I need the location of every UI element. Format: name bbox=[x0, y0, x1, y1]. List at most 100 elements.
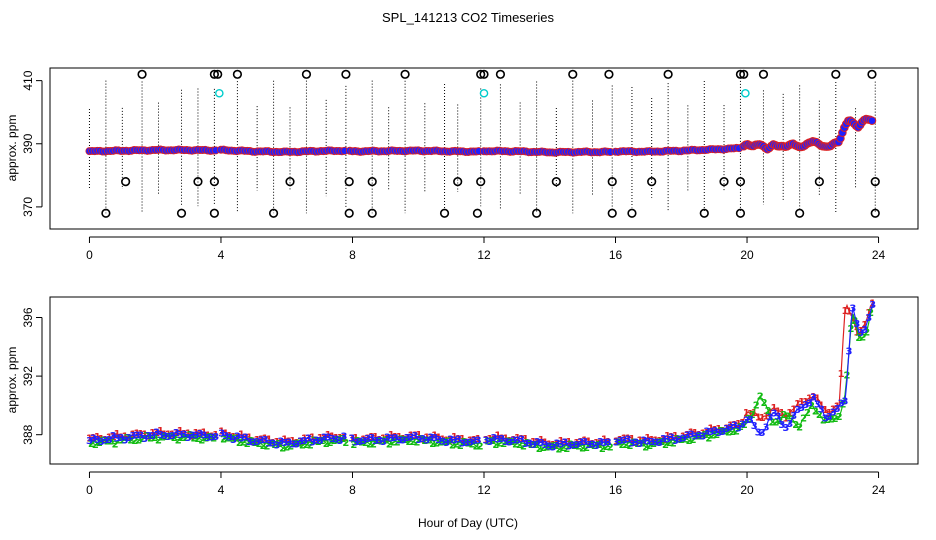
series-3-label: 3 bbox=[636, 439, 643, 450]
top-x-tick-label: 24 bbox=[872, 248, 886, 262]
series-2-label: 2 bbox=[769, 417, 776, 428]
series-3-label: 3 bbox=[400, 436, 407, 447]
series-1-label: 1 bbox=[451, 432, 458, 443]
top-y-axis: 370 390 410 bbox=[21, 70, 43, 217]
series-3-label: 3 bbox=[569, 440, 576, 451]
series-2-label: 2 bbox=[698, 431, 705, 442]
series-3-label: 3 bbox=[352, 438, 359, 449]
series-3-label: 3 bbox=[133, 431, 140, 442]
series-3-label: 3 bbox=[301, 436, 308, 447]
series-2-label: 2 bbox=[275, 439, 282, 450]
series-3-label: 3 bbox=[153, 427, 160, 438]
series-3-label: 3 bbox=[238, 433, 245, 444]
series-2-label: 2 bbox=[544, 442, 551, 453]
series-1-label: 1 bbox=[660, 435, 667, 446]
series-1-label: 1 bbox=[494, 431, 501, 442]
series-2-label: 2 bbox=[690, 435, 697, 446]
series-1-label: 1 bbox=[141, 430, 148, 441]
series-2-label: 2 bbox=[232, 433, 239, 444]
bottom-panel: 1111111111111111111111111111111111111111… bbox=[5, 296, 919, 497]
series-1-label: 1 bbox=[502, 433, 509, 444]
outlier-marker-mid bbox=[453, 177, 463, 187]
series-2-label: 2 bbox=[202, 434, 209, 445]
series-2-label: 2 bbox=[413, 438, 420, 449]
series-3-label: 3 bbox=[617, 436, 624, 447]
series-3-label: 3 bbox=[121, 435, 128, 446]
series-3-label: 3 bbox=[554, 439, 561, 450]
series-3-label: 3 bbox=[869, 300, 876, 311]
outlier-marker-low bbox=[439, 208, 450, 218]
outlier-marker-mid bbox=[209, 177, 219, 187]
series-1-label: 1 bbox=[735, 419, 742, 430]
series-2-label: 2 bbox=[187, 430, 194, 441]
outlier-marker-high bbox=[495, 69, 506, 79]
series-3-label: 3 bbox=[632, 438, 639, 449]
series-2-label: 2 bbox=[575, 442, 582, 453]
series-2-label: 2 bbox=[331, 436, 338, 447]
series-2-label: 2 bbox=[108, 436, 115, 447]
bottom-x-tick-label: 20 bbox=[740, 483, 754, 497]
series-3-label: 3 bbox=[518, 434, 525, 445]
series-2-label: 2 bbox=[658, 437, 665, 448]
series-1-label: 1 bbox=[309, 432, 316, 443]
series-3-label: 3 bbox=[526, 438, 533, 449]
series-3-label: 3 bbox=[222, 431, 229, 442]
top-x-axis: 0 4 8 12 16 20 24 bbox=[86, 236, 886, 262]
series-3-label: 3 bbox=[561, 438, 568, 449]
series-1-label: 1 bbox=[861, 320, 868, 331]
series-3-label: 3 bbox=[727, 423, 734, 434]
series-2-label: 2 bbox=[591, 441, 598, 452]
series-3-label: 3 bbox=[177, 430, 184, 441]
series-3-label: 3 bbox=[810, 392, 817, 403]
series-2-label: 2 bbox=[792, 420, 799, 431]
series-1-label: 1 bbox=[333, 433, 340, 444]
series-1-label: 1 bbox=[628, 434, 635, 445]
series-3-label: 3 bbox=[522, 439, 529, 450]
series-2-label: 2 bbox=[179, 433, 186, 444]
series-3-label: 3 bbox=[538, 438, 545, 449]
series-3-label: 3 bbox=[814, 400, 821, 411]
series-2-label: 2 bbox=[425, 435, 432, 446]
series-1-label: 1 bbox=[597, 438, 604, 449]
series-2-label: 2 bbox=[587, 440, 594, 451]
series-2-label: 2 bbox=[800, 414, 807, 425]
series-3-label: 3 bbox=[273, 440, 280, 451]
outlier-marker-low bbox=[607, 208, 617, 218]
outlier-marker-high bbox=[735, 69, 746, 79]
series-3-label: 3 bbox=[384, 433, 391, 444]
series-2-label: 2 bbox=[607, 442, 614, 453]
series-1-label: 1 bbox=[242, 432, 249, 443]
series-1-label: 1 bbox=[404, 433, 411, 444]
series-3-label: 3 bbox=[628, 439, 635, 450]
series-3-label: 3 bbox=[364, 434, 371, 445]
series-1-label: 1 bbox=[806, 393, 813, 404]
bottom-y-axis: 388 392 396 bbox=[21, 307, 43, 445]
series-2-label: 2 bbox=[851, 316, 858, 327]
outlier-marker-low bbox=[344, 208, 354, 218]
series-1-label: 1 bbox=[869, 298, 876, 309]
series-3-label: 3 bbox=[181, 429, 188, 440]
bottom-y-tick-label: 392 bbox=[21, 366, 35, 386]
outlier-marker-mid bbox=[551, 177, 561, 187]
outlier-marker-low bbox=[101, 208, 111, 218]
series-2-label: 2 bbox=[244, 439, 251, 450]
series-2-label: 2 bbox=[855, 333, 862, 344]
series-3-label: 3 bbox=[204, 433, 211, 444]
series-2-label: 2 bbox=[603, 442, 610, 453]
series-3-label: 3 bbox=[463, 438, 470, 449]
bottom-x-tick-label: 24 bbox=[872, 483, 886, 497]
series-2-label: 2 bbox=[626, 441, 633, 452]
series-3-label: 3 bbox=[822, 414, 829, 425]
series-3-label: 3 bbox=[739, 419, 746, 430]
series-1-label: 1 bbox=[396, 432, 403, 443]
series-3-label: 3 bbox=[149, 431, 156, 442]
series-3-label: 3 bbox=[759, 428, 766, 439]
series-3-line bbox=[221, 432, 346, 447]
series-2-label: 2 bbox=[828, 414, 835, 425]
series-2-label: 2 bbox=[252, 438, 259, 449]
series-3-label: 3 bbox=[161, 431, 168, 442]
co2-marker bbox=[867, 116, 877, 125]
series-3-label: 3 bbox=[652, 438, 659, 449]
series-2-label: 2 bbox=[508, 437, 515, 448]
outlier-marker-high bbox=[232, 69, 243, 79]
